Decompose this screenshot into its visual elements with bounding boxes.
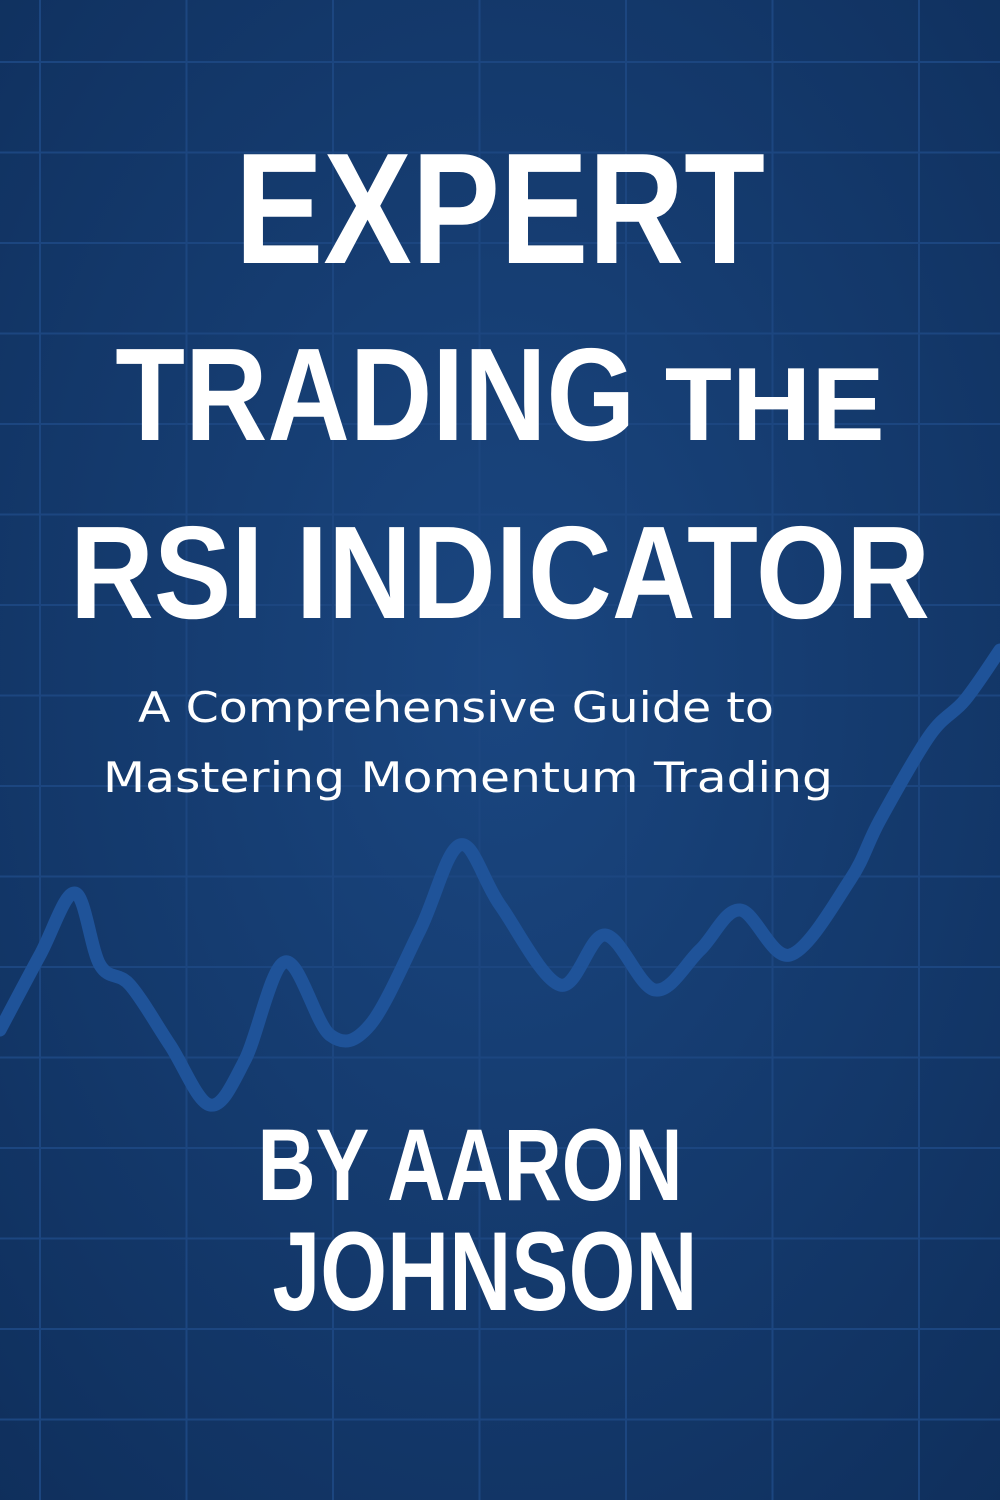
title-line-1: EXPERT: [235, 121, 765, 297]
subtitle-line-1: A Comprehensive Guide to: [138, 683, 774, 732]
subtitle-line-2: Mastering Momentum Trading: [103, 753, 833, 802]
author-line-2: JOHNSON: [273, 1209, 698, 1334]
rsi-line: [0, 643, 1000, 1112]
title-trading: TRADING: [115, 321, 635, 468]
author-line-1: BY AARON: [258, 1108, 683, 1222]
title-line-2: TRADING THE: [115, 321, 884, 468]
title-the: THE: [665, 347, 885, 463]
title-line-3: RSI INDICATOR: [70, 499, 930, 646]
